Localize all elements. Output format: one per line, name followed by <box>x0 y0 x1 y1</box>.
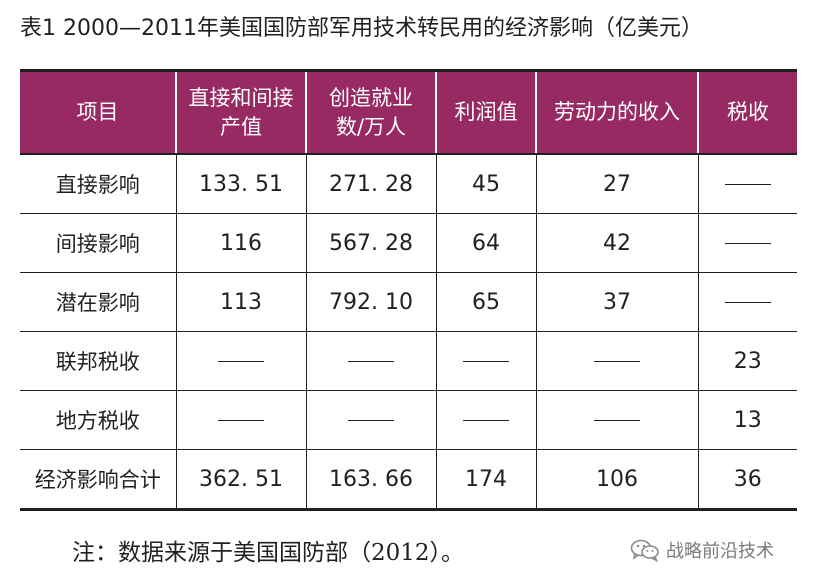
header-label: 利润值 <box>454 100 518 124</box>
table-cell: 163. 66 <box>305 449 437 508</box>
empty-dash <box>594 361 640 362</box>
table-cell: 113 <box>175 272 307 332</box>
header-jobs: 创造就业 数/万人 <box>305 72 437 155</box>
table-cell <box>435 390 537 450</box>
table-cell: 23 <box>697 331 797 391</box>
table-cell: 133. 51 <box>175 153 307 214</box>
empty-dash <box>724 184 771 185</box>
table-cell <box>305 390 437 450</box>
table-cell: 567. 28 <box>305 213 437 273</box>
empty-dash <box>724 243 771 244</box>
header-profit: 利润值 <box>435 72 537 155</box>
table-cell: 65 <box>435 272 537 332</box>
row-label: 直接影响 <box>20 153 177 214</box>
header-label: 劳动力的收入 <box>554 100 680 124</box>
empty-dash <box>724 302 771 303</box>
empty-dash <box>594 420 640 421</box>
header-label: 直接和间接 产值 <box>188 85 294 139</box>
header-tax: 税收 <box>697 72 797 155</box>
row-label: 地方税收 <box>20 390 177 450</box>
row-label: 间接影响 <box>20 213 177 273</box>
watermark: 战略前沿技术 <box>630 537 774 563</box>
header-labor-income: 劳动力的收入 <box>535 72 699 155</box>
table-cell <box>697 272 797 332</box>
table-row: 地方税收 13 <box>20 390 797 450</box>
table-cell: 64 <box>435 213 537 273</box>
table-cell: 45 <box>435 153 537 214</box>
empty-dash <box>463 361 509 362</box>
header-label: 税收 <box>727 100 769 124</box>
table-cell: 106 <box>535 449 699 508</box>
empty-dash <box>218 420 264 421</box>
row-label: 联邦税收 <box>20 331 177 391</box>
table-body: 直接影响 133. 51 271. 28 45 27 间接影响 116 567. 28 64 42… <box>20 153 797 508</box>
table-row: 直接影响 133. 51 271. 28 45 27 <box>20 153 797 214</box>
table-cell: 116 <box>175 213 307 273</box>
row-label: 潜在影响 <box>20 272 177 332</box>
watermark-text: 战略前沿技术 <box>666 541 774 562</box>
empty-dash <box>218 361 264 362</box>
table-cell <box>175 331 307 391</box>
table-cell: 36 <box>697 449 797 508</box>
table-cell: 174 <box>435 449 537 508</box>
table-cell: 13 <box>697 390 797 450</box>
header-label: 创造就业 数/万人 <box>329 85 413 139</box>
table-cell <box>697 213 797 273</box>
table-cell: 27 <box>535 153 699 214</box>
table-cell <box>175 390 307 450</box>
empty-dash <box>348 361 394 362</box>
economic-impact-table: 项目 直接和间接 产值 创造就业 数/万人 利润值 劳动力的收入 税收 直 <box>20 69 797 511</box>
table-cell: 792. 10 <box>305 272 437 332</box>
table-cell: 362. 51 <box>175 449 307 508</box>
header-item: 项目 <box>20 72 177 155</box>
table-cell <box>697 153 797 214</box>
table-row: 潜在影响 113 792. 10 65 37 <box>20 272 797 332</box>
row-label: 经济影响合计 <box>20 449 177 508</box>
table-header-row: 项目 直接和间接 产值 创造就业 数/万人 利润值 劳动力的收入 税收 <box>20 72 797 155</box>
table-cell: 271. 28 <box>305 153 437 214</box>
empty-dash <box>348 420 394 421</box>
table-cell <box>435 331 537 391</box>
table-cell <box>535 390 699 450</box>
header-label: 项目 <box>76 100 119 124</box>
table-cell: 37 <box>535 272 699 332</box>
table-row: 间接影响 116 567. 28 64 42 <box>20 213 797 273</box>
table-row: 联邦税收 23 <box>20 331 797 391</box>
empty-dash <box>463 420 509 421</box>
table-title: 表1 2000—2011年美国国防部军用技术转民用的经济影响（亿美元） <box>20 16 703 41</box>
header-output: 直接和间接 产值 <box>175 72 307 155</box>
table-cell <box>305 331 437 391</box>
wechat-icon <box>630 539 659 562</box>
table-row: 经济影响合计 362. 51 163. 66 174 106 36 <box>20 449 797 508</box>
table-cell <box>535 331 699 391</box>
table-cell: 42 <box>535 213 699 273</box>
source-note: 注：数据来源于美国国防部（2012）。 <box>72 540 465 566</box>
